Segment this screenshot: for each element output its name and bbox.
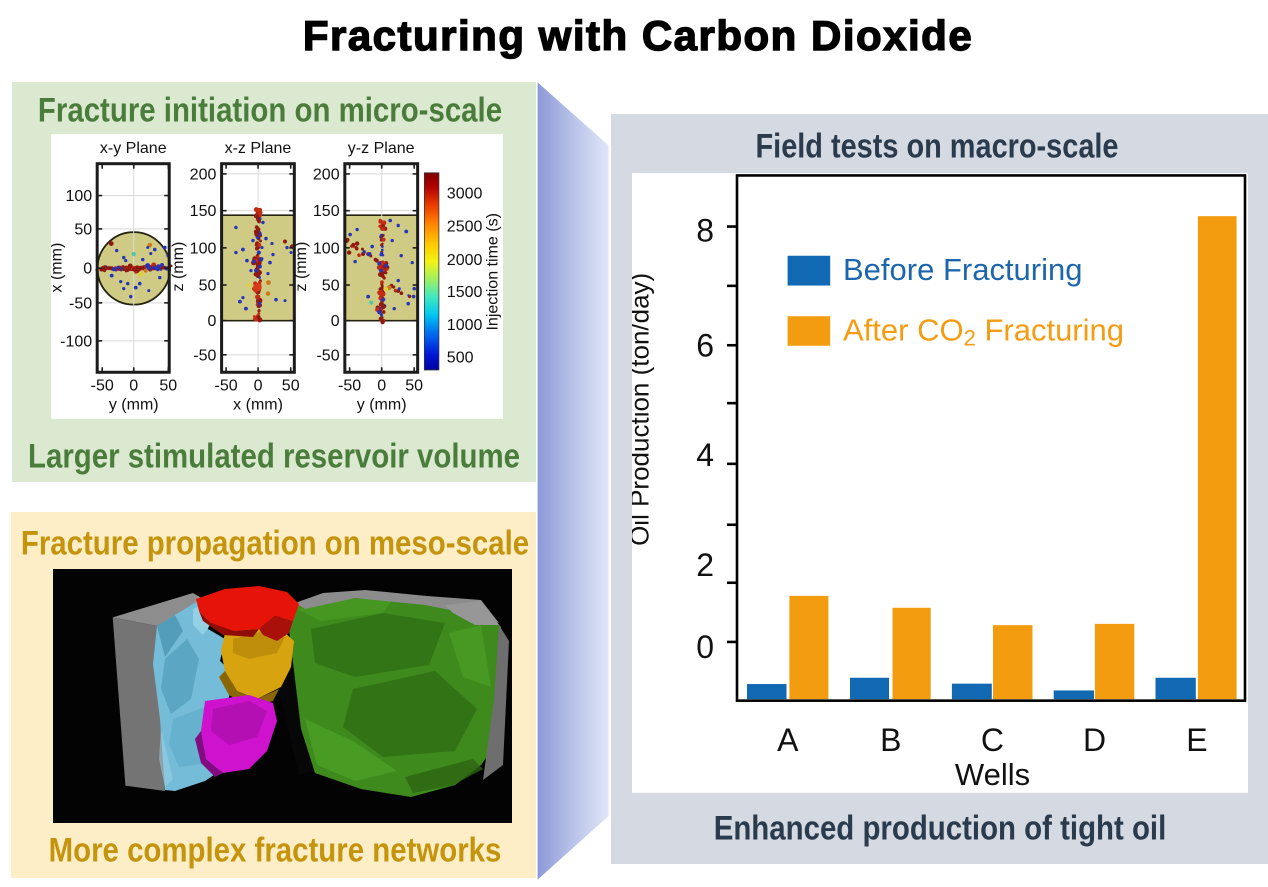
svg-text:x-z Plane: x-z Plane (225, 139, 292, 157)
svg-text:Oil Production (ton/day): Oil Production (ton/day) (632, 273, 654, 546)
svg-text:2: 2 (696, 547, 714, 583)
svg-text:2000: 2000 (447, 251, 483, 269)
svg-text:-50: -50 (317, 346, 340, 364)
svg-text:0: 0 (254, 376, 263, 394)
svg-text:0: 0 (130, 376, 139, 394)
svg-text:50: 50 (282, 376, 300, 394)
svg-text:50: 50 (199, 276, 217, 294)
svg-text:50: 50 (322, 276, 340, 294)
svg-text:50: 50 (160, 376, 178, 394)
svg-text:1500: 1500 (447, 283, 483, 301)
svg-text:x (mm): x (mm) (234, 395, 284, 413)
svg-text:A: A (777, 722, 799, 758)
svg-text:D: D (1083, 722, 1106, 758)
svg-text:-50: -50 (194, 346, 217, 364)
svg-text:-100: -100 (61, 332, 93, 350)
svg-text:0: 0 (378, 376, 387, 394)
svg-text:-50: -50 (91, 376, 114, 394)
svg-text:C: C (981, 722, 1004, 758)
svg-text:200: 200 (190, 165, 217, 183)
svg-text:y (mm): y (mm) (357, 395, 407, 413)
svg-text:y-z Plane: y-z Plane (348, 139, 415, 157)
svg-text:0: 0 (84, 259, 93, 277)
svg-text:x-y Plane: x-y Plane (100, 139, 167, 157)
svg-text:-50: -50 (69, 294, 92, 312)
svg-text:500: 500 (447, 348, 474, 366)
svg-text:50: 50 (75, 220, 93, 238)
svg-text:Before Fracturing: Before Fracturing (843, 252, 1083, 287)
svg-text:0: 0 (331, 312, 340, 330)
svg-text:0: 0 (696, 629, 714, 665)
svg-text:z (mm): z (mm) (292, 241, 310, 291)
svg-text:1000: 1000 (447, 316, 483, 334)
svg-text:z (mm): z (mm) (169, 241, 187, 291)
svg-text:200: 200 (313, 165, 340, 183)
svg-text:2500: 2500 (447, 217, 483, 235)
svg-text:E: E (1186, 722, 1207, 758)
svg-text:8: 8 (696, 213, 714, 249)
svg-text:150: 150 (190, 202, 217, 220)
svg-text:50: 50 (406, 376, 424, 394)
svg-text:-50: -50 (215, 376, 238, 394)
svg-text:100: 100 (190, 239, 217, 257)
svg-text:y (mm): y (mm) (109, 395, 159, 413)
svg-text:6: 6 (696, 328, 714, 364)
svg-text:100: 100 (66, 187, 93, 205)
svg-text:Injection time (s): Injection time (s) (484, 213, 502, 330)
svg-text:150: 150 (313, 202, 340, 220)
svg-text:4: 4 (696, 437, 714, 473)
svg-text:x (mm): x (mm) (51, 242, 66, 292)
svg-text:0: 0 (208, 312, 217, 330)
svg-text:100: 100 (313, 239, 340, 257)
svg-text:3000: 3000 (447, 184, 483, 202)
svg-text:B: B (880, 722, 901, 758)
svg-text:-50: -50 (338, 376, 361, 394)
svg-text:After CO2 Fracturing: After CO2 Fracturing (843, 312, 1124, 350)
svg-text:Wells: Wells (955, 757, 1030, 792)
